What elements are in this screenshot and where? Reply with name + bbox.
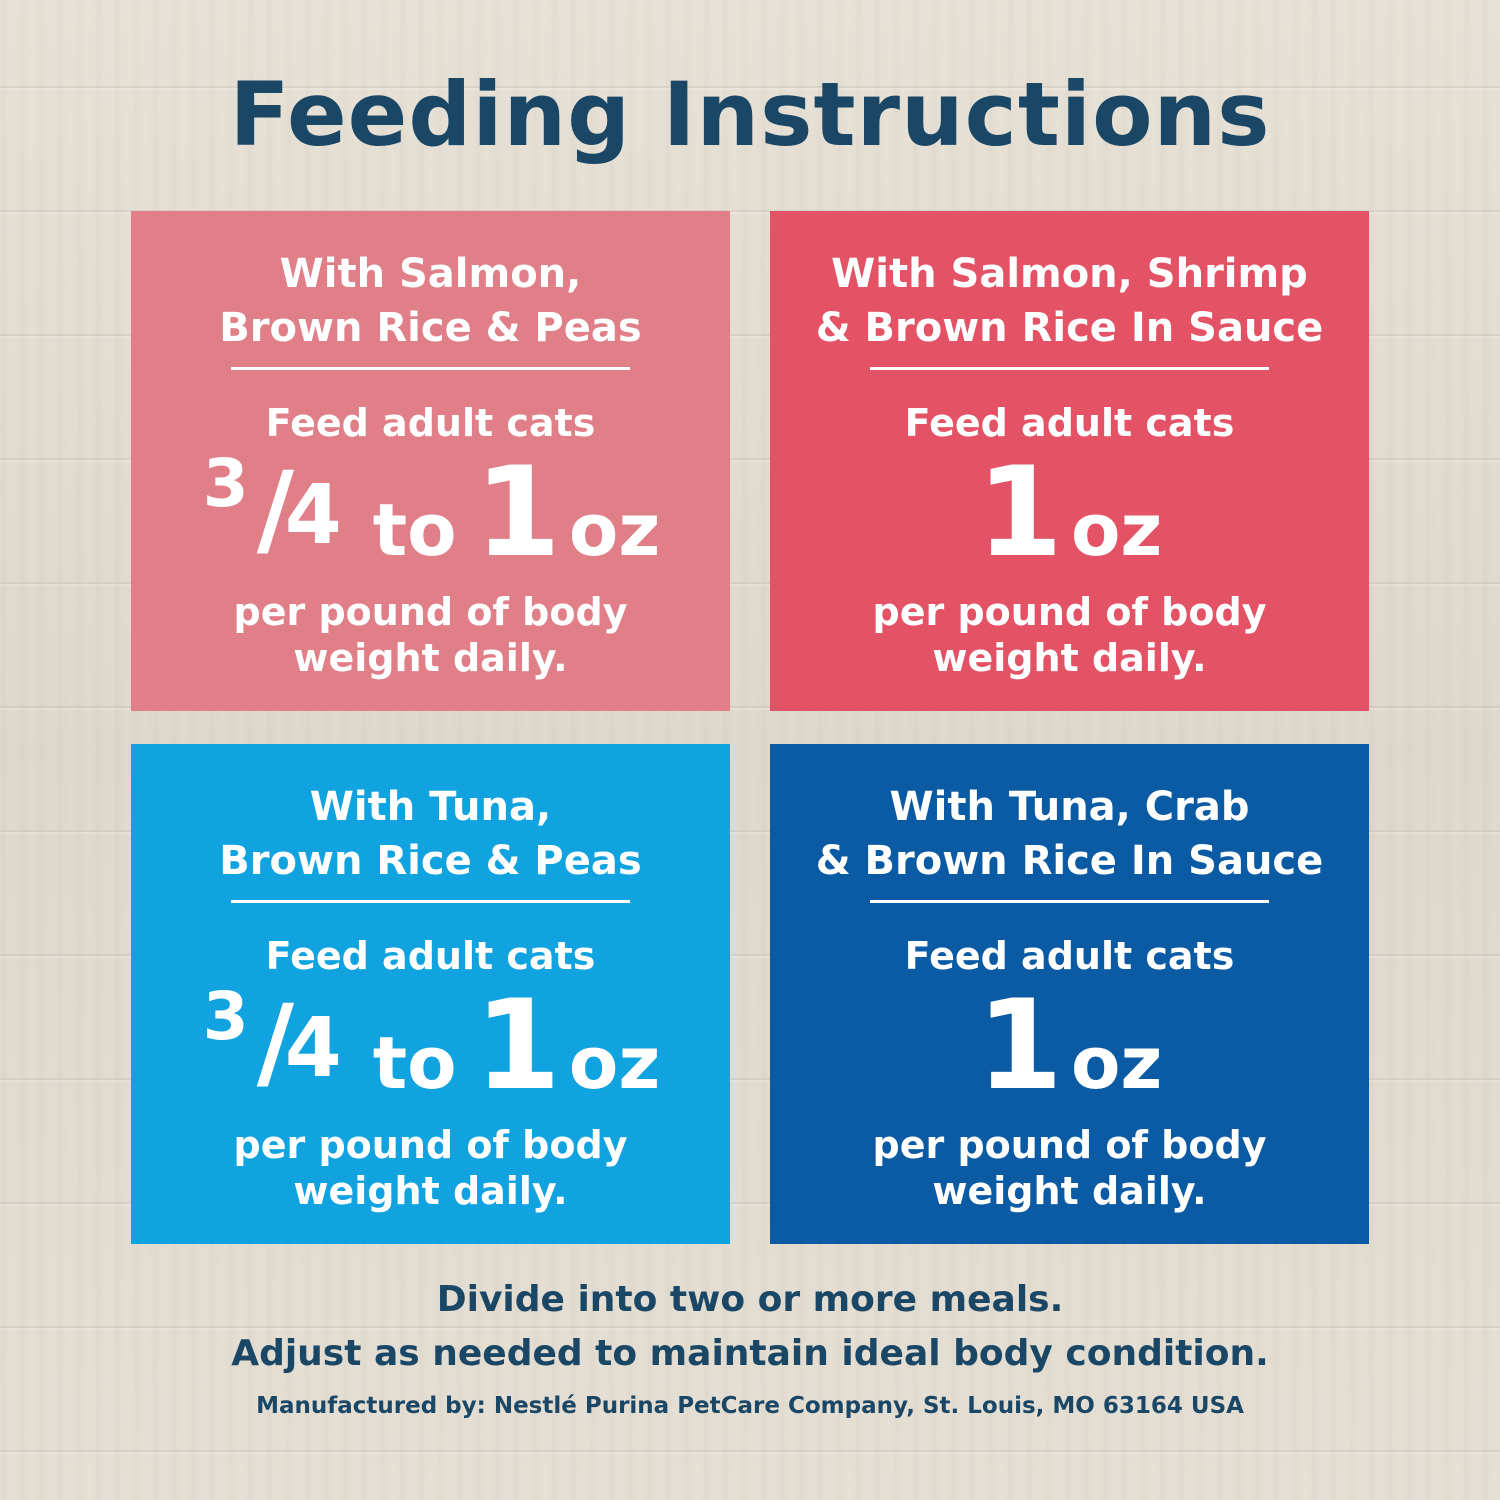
footer-divide-meals: Divide into two or more meals.: [436, 1279, 1064, 1320]
card-recipe-name-line: With Tuna,: [309, 784, 552, 830]
card-lead-text: Feed adult cats: [904, 401, 1235, 445]
page-title: Feeding Instructions: [229, 63, 1271, 166]
card-per-line: per pound of body: [233, 590, 628, 634]
fraction-slash: /: [256, 983, 294, 1102]
amount-to: to: [372, 1021, 457, 1105]
amount-number: 1: [474, 974, 561, 1118]
card-divider: [870, 900, 1269, 903]
card-per-line: weight daily.: [293, 636, 568, 680]
amount-unit: oz: [568, 488, 661, 572]
card-recipe-name: With Salmon, Brown Rice & Peas: [131, 247, 730, 355]
card-lead-text: Feed adult cats: [265, 401, 596, 445]
amount-fraction: 3 / 4: [201, 445, 359, 563]
footer-adjust-condition: Adjust as needed to maintain ideal body …: [231, 1333, 1269, 1374]
card-per-text: per pound of body weight daily.: [131, 589, 730, 681]
card-recipe-name-line: & Brown Rice In Sauce: [815, 305, 1324, 351]
fraction-slash: /: [256, 450, 294, 569]
card-amount: 1 oz: [770, 451, 1369, 575]
amount-number: 1: [474, 441, 561, 585]
card-recipe-name: With Salmon, Shrimp & Brown Rice In Sauc…: [770, 247, 1369, 355]
card-recipe-name-line: Brown Rice & Peas: [219, 305, 642, 351]
card-per-text: per pound of body weight daily.: [770, 1122, 1369, 1214]
amount-number: 1: [976, 974, 1063, 1118]
card-tuna-crab-brown-rice-sauce: With Tuna, Crab & Brown Rice In Sauce Fe…: [770, 744, 1369, 1244]
card-recipe-name: With Tuna, Crab & Brown Rice In Sauce: [770, 780, 1369, 888]
amount-number: 1: [976, 441, 1063, 585]
card-per-line: weight daily.: [932, 636, 1207, 680]
amount-unit: oz: [1070, 488, 1163, 572]
fraction-numerator: 3: [202, 445, 249, 522]
card-recipe-name-line: Brown Rice & Peas: [219, 838, 642, 884]
amount-to: to: [372, 488, 457, 572]
fraction-denominator: 4: [284, 1001, 342, 1096]
card-recipe-name-line: & Brown Rice In Sauce: [815, 838, 1324, 884]
card-divider: [231, 367, 630, 370]
card-recipe-name-line: With Salmon, Shrimp: [831, 251, 1308, 297]
card-recipe-name-line: With Salmon,: [279, 251, 582, 297]
amount-unit: oz: [568, 1021, 661, 1105]
amount-fraction: 3 / 4: [201, 978, 359, 1096]
footer-manufacturer: Manufactured by: Nestlé Purina PetCare C…: [256, 1393, 1244, 1419]
card-per-text: per pound of body weight daily.: [770, 589, 1369, 681]
card-recipe-name-line: With Tuna, Crab: [889, 784, 1250, 830]
card-per-text: per pound of body weight daily.: [131, 1122, 730, 1214]
card-tuna-brown-rice-peas: With Tuna, Brown Rice & Peas Feed adult …: [131, 744, 730, 1244]
fraction-denominator: 4: [284, 468, 342, 563]
card-lead-text: Feed adult cats: [265, 934, 596, 978]
card-salmon-shrimp-brown-rice-sauce: With Salmon, Shrimp & Brown Rice In Sauc…: [770, 211, 1369, 711]
card-divider: [870, 367, 1269, 370]
card-per-line: weight daily.: [932, 1169, 1207, 1213]
card-recipe-name: With Tuna, Brown Rice & Peas: [131, 780, 730, 888]
amount-unit: oz: [1070, 1021, 1163, 1105]
card-amount: 3 / 4 to 1 oz: [131, 445, 730, 576]
card-per-line: per pound of body: [233, 1123, 628, 1167]
card-per-line: per pound of body: [872, 590, 1267, 634]
fraction-numerator: 3: [202, 978, 249, 1055]
card-per-line: per pound of body: [872, 1123, 1267, 1167]
card-lead-text: Feed adult cats: [904, 934, 1235, 978]
card-divider: [231, 900, 630, 903]
card-amount: 3 / 4 to 1 oz: [131, 978, 730, 1109]
card-amount: 1 oz: [770, 984, 1369, 1108]
card-per-line: weight daily.: [293, 1169, 568, 1213]
card-salmon-brown-rice-peas: With Salmon, Brown Rice & Peas Feed adul…: [131, 211, 730, 711]
